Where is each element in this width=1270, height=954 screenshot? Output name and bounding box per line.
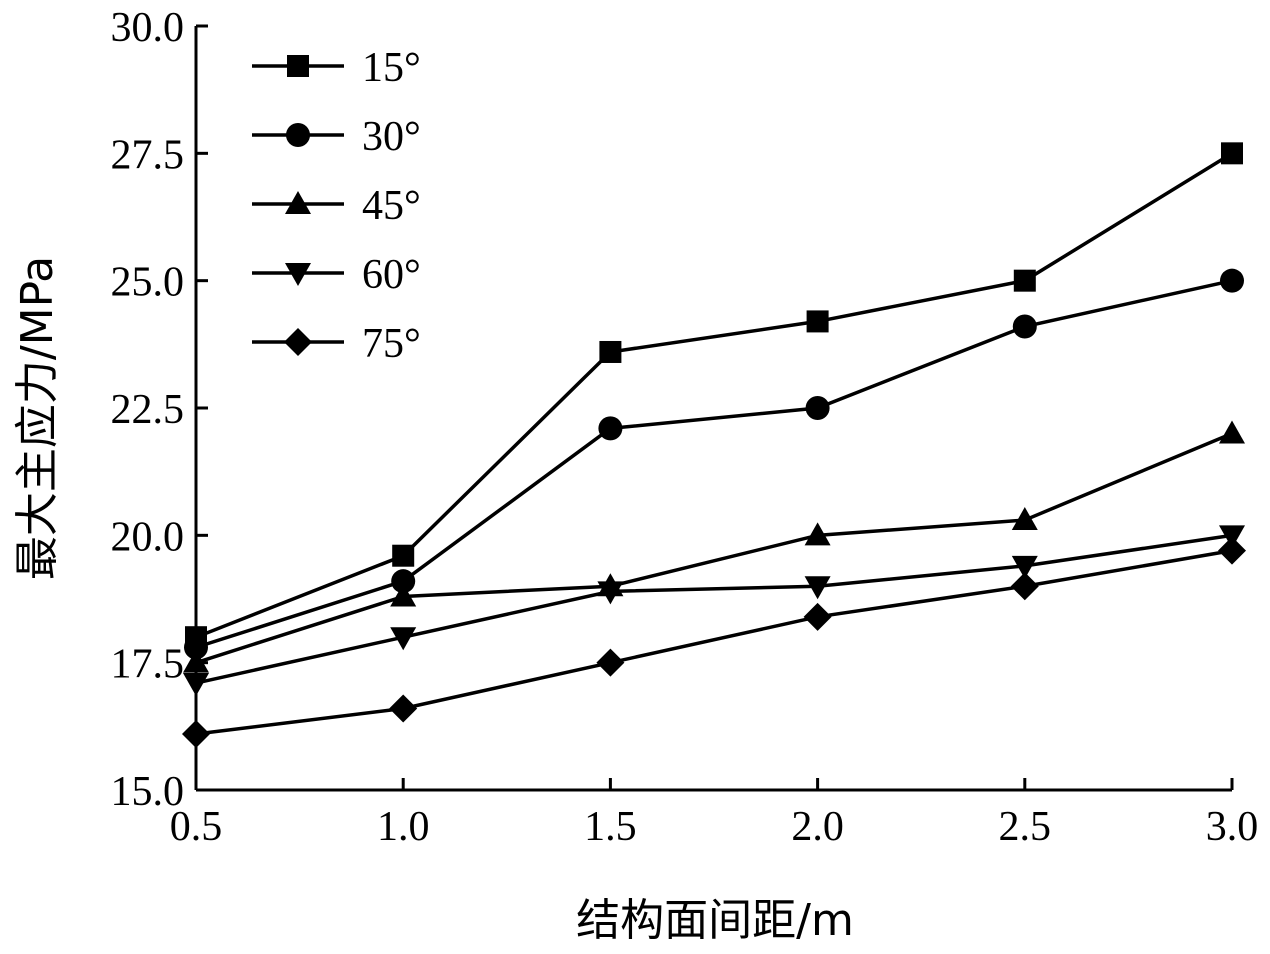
x-tick-label: 3.0 [1206, 804, 1259, 850]
legend-entry: 45° [252, 183, 421, 229]
legend: 15° 30° 45° 60° 75° [252, 45, 421, 367]
data-point [1010, 572, 1039, 601]
data-point [182, 719, 210, 748]
series-layer [182, 142, 1246, 748]
x-tick-label: 0.5 [170, 804, 223, 850]
y-tick-label: 30.0 [111, 5, 185, 51]
series-3 [183, 420, 1245, 673]
legend-label: 75° [362, 321, 421, 367]
data-point [184, 635, 208, 660]
y-axis-title: 最大主应力/MPa [12, 256, 63, 580]
legend-marker [285, 191, 311, 214]
data-point [805, 396, 830, 420]
data-point [183, 649, 209, 673]
series-5 [182, 536, 1246, 748]
legend-marker [286, 123, 310, 147]
y-tick-label: 27.5 [111, 132, 185, 178]
data-point [599, 340, 622, 363]
data-point [183, 673, 209, 697]
x-tick-label: 2.5 [999, 804, 1052, 850]
data-point [1218, 536, 1246, 565]
series-1 [185, 142, 1243, 649]
axes: 15.0 17.5 20.0 22.5 25.0 27.5 30.0 0.5 1.0 1.5 2.0… [111, 5, 1259, 850]
series-4 [183, 525, 1245, 697]
series-line [195, 533, 1233, 685]
series-line [195, 431, 1233, 665]
legend-entry: 30° [252, 114, 421, 160]
data-point [1011, 507, 1038, 531]
legend-label: 30° [362, 114, 421, 160]
data-point [804, 522, 831, 546]
data-point [389, 694, 418, 723]
series-line [195, 548, 1233, 736]
y-tick-label: 15.0 [111, 769, 185, 815]
legend-label: 60° [362, 252, 421, 298]
x-axis-title: 结构面间距/m [576, 895, 854, 946]
data-point [392, 544, 415, 567]
data-point [390, 627, 417, 651]
data-point [1011, 555, 1038, 579]
data-point [596, 648, 625, 677]
legend-label: 15° [362, 45, 421, 91]
data-point [1013, 269, 1036, 292]
data-point [806, 310, 829, 333]
data-point [804, 576, 831, 600]
x-tick-label: 1.0 [377, 804, 430, 850]
series-2 [184, 268, 1244, 660]
y-tick-label: 20.0 [111, 514, 185, 560]
series-line [195, 151, 1233, 639]
y-tick-label: 17.5 [111, 642, 185, 688]
legend-entry: 60° [252, 252, 421, 298]
legend-marker [287, 55, 309, 77]
legend-marker [284, 328, 312, 356]
data-point [598, 416, 623, 441]
data-point [1219, 420, 1245, 444]
y-tick-label: 22.5 [111, 387, 185, 433]
data-point [390, 583, 417, 607]
data-point [803, 602, 832, 631]
data-point [391, 569, 416, 594]
series-line [195, 278, 1233, 650]
y-tick-label: 25.0 [111, 260, 185, 306]
data-point [1221, 142, 1243, 165]
legend-label: 45° [362, 183, 421, 229]
x-tick-label: 2.0 [791, 804, 844, 850]
x-tick-label: 1.5 [584, 804, 637, 850]
data-point [597, 581, 624, 605]
legend-marker [285, 263, 311, 286]
legend-entry: 15° [252, 45, 421, 91]
data-point [1012, 314, 1037, 339]
data-point [1220, 268, 1244, 293]
legend-entry: 75° [252, 321, 421, 367]
